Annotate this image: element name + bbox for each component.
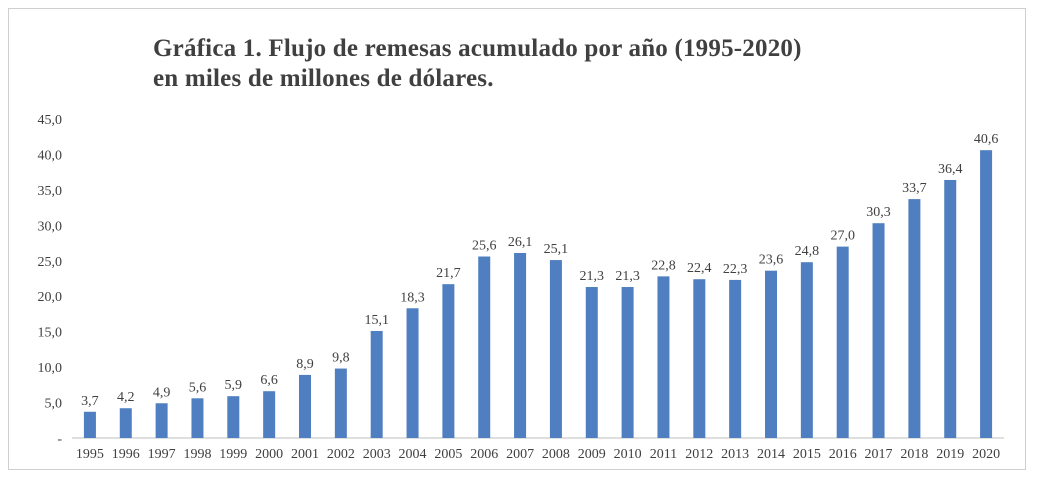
bar [155, 403, 168, 438]
y-axis-ticks: - 5,0 10,0 15,0 20,0 25,0 30,0 35,0 40,0 45,0 [38, 113, 63, 447]
bar [872, 223, 885, 438]
x-tick-label: 2013 [721, 447, 749, 462]
data-label: 40,6 [974, 132, 999, 147]
bar [514, 252, 527, 438]
x-tick-label: 2001 [291, 447, 319, 462]
data-label: 5,6 [189, 380, 207, 395]
y-tick-label: 30,0 [38, 219, 63, 234]
x-tick-label: 2006 [470, 447, 498, 462]
data-labels: 3,7 4,2 4,9 5,6 5,9 6,6 8,9 9,8 15,1 18,3 21,7 25,6… [81, 132, 998, 409]
x-tick-label: 2007 [506, 447, 534, 462]
x-tick-label: 2016 [829, 447, 857, 462]
bar [765, 270, 777, 438]
x-tick-label: 2004 [399, 447, 427, 462]
x-axis-ticks: 1995 1996 1997 1998 1999 2000 2001 2002 2003 2004… [76, 447, 1000, 462]
data-label: 30,3 [866, 205, 891, 220]
x-tick-label: 1995 [76, 447, 104, 462]
data-label: 6,6 [260, 373, 278, 388]
x-tick-label: 2012 [685, 447, 713, 462]
data-label: 5,9 [225, 378, 243, 393]
bar [585, 287, 598, 438]
chart-title: Gráfica 1. Flujo de remesas acumulado po… [153, 34, 802, 94]
data-label: 18,3 [400, 290, 425, 305]
bar [478, 256, 491, 438]
chart-title-line-1: Gráfica 1. Flujo de remesas acumulado po… [153, 35, 802, 62]
x-tick-label: 2020 [972, 447, 1000, 462]
data-label: 25,1 [544, 242, 569, 257]
bar [836, 246, 849, 438]
bar [621, 287, 634, 438]
bar [442, 284, 455, 438]
y-tick-label: 5,0 [45, 397, 63, 412]
y-tick-label: 40,0 [38, 148, 63, 163]
bar [729, 279, 742, 438]
bars [83, 150, 993, 438]
data-label: 21,7 [436, 266, 461, 281]
data-label: 8,9 [296, 357, 314, 372]
data-label: 33,7 [902, 181, 927, 196]
x-tick-label: 2009 [578, 447, 606, 462]
data-label: 22,3 [723, 262, 748, 277]
x-tick-label: 2015 [793, 447, 821, 462]
x-tick-label: 2018 [900, 447, 928, 462]
y-tick-label: 45,0 [38, 113, 63, 128]
bar [299, 374, 311, 438]
bar [227, 396, 240, 438]
bar [549, 260, 562, 438]
y-tick-label: 10,0 [38, 361, 63, 376]
x-tick-label: 2011 [650, 447, 677, 462]
x-tick-label: 1997 [148, 447, 176, 462]
data-label: 25,6 [472, 239, 497, 254]
bar [944, 179, 957, 438]
data-label: 22,4 [687, 261, 712, 276]
data-label: 15,1 [364, 313, 389, 328]
data-label: 9,8 [332, 351, 350, 366]
x-tick-label: 2017 [865, 447, 893, 462]
x-tick-label: 1999 [219, 447, 247, 462]
x-tick-label: 1998 [183, 447, 211, 462]
x-tick-label: 2010 [614, 447, 642, 462]
data-label: 27,0 [830, 229, 855, 244]
data-label: 24,8 [795, 244, 820, 259]
bar [191, 398, 204, 438]
x-tick-label: 2008 [542, 447, 570, 462]
bar [334, 368, 347, 438]
x-tick-label: 2000 [255, 447, 283, 462]
bar [800, 262, 813, 438]
y-tick-label: 20,0 [38, 290, 63, 305]
bar [693, 279, 706, 438]
bar [263, 391, 276, 438]
x-tick-label: 2019 [936, 447, 964, 462]
bar [83, 411, 96, 438]
y-tick-label: 25,0 [38, 255, 63, 270]
data-label: 3,7 [81, 394, 99, 409]
x-tick-label: 1996 [112, 447, 140, 462]
y-tick-label: - [57, 432, 62, 447]
bar [370, 330, 383, 438]
y-tick-label: 35,0 [38, 184, 63, 199]
x-tick-label: 2003 [363, 447, 391, 462]
data-label: 4,9 [153, 385, 171, 400]
data-label: 22,8 [651, 258, 676, 273]
bar [657, 276, 670, 438]
bar [980, 150, 993, 438]
y-tick-label: 15,0 [38, 326, 63, 341]
x-tick-label: 2002 [327, 447, 355, 462]
bar [908, 199, 921, 438]
chart-title-line-2: en miles de millones de dólares. [153, 65, 494, 92]
data-label: 23,6 [759, 253, 784, 268]
x-tick-label: 2005 [434, 447, 462, 462]
data-label: 4,2 [117, 390, 135, 405]
data-label: 21,3 [615, 269, 640, 284]
data-label: 21,3 [580, 269, 605, 284]
data-label: 36,4 [938, 162, 963, 177]
data-label: 26,1 [508, 235, 533, 250]
bar [119, 408, 132, 438]
x-tick-label: 2014 [757, 447, 785, 462]
bar [406, 308, 419, 438]
